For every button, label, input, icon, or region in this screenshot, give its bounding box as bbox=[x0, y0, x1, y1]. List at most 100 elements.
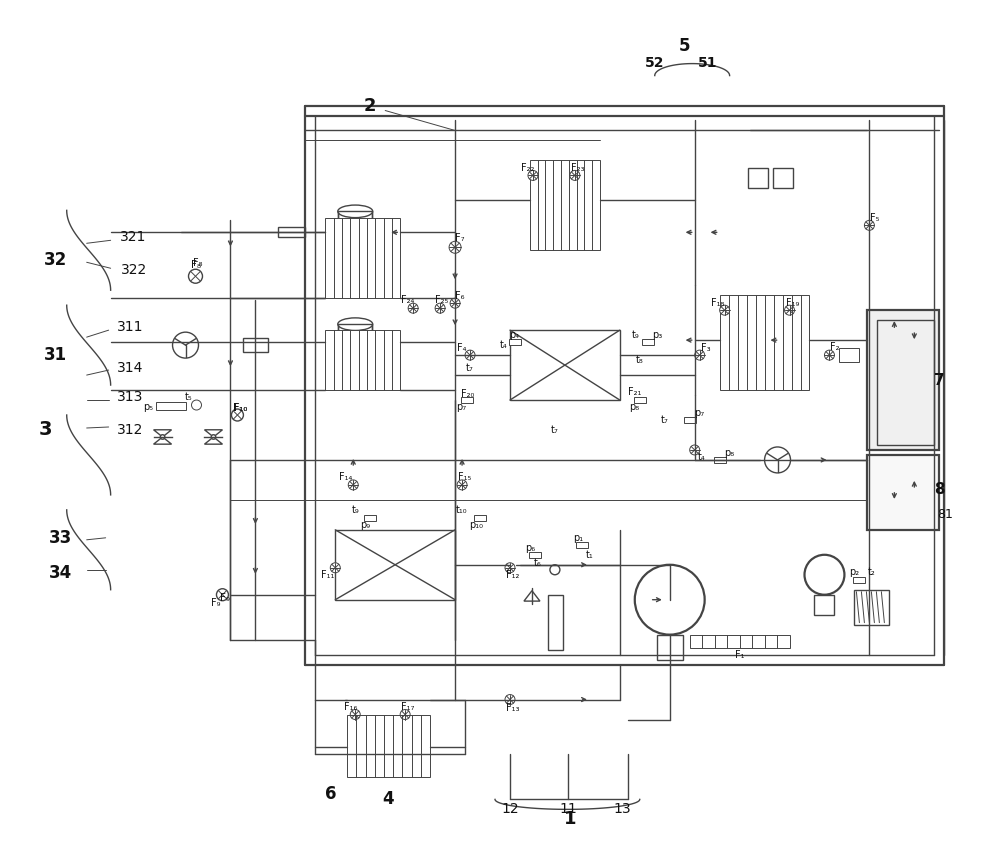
Text: F₄: F₄ bbox=[457, 344, 467, 353]
Text: 52: 52 bbox=[645, 56, 664, 69]
Text: 313: 313 bbox=[117, 390, 144, 404]
Text: F₁₄: F₁₄ bbox=[339, 472, 352, 482]
Text: 7: 7 bbox=[934, 372, 945, 387]
Circle shape bbox=[192, 400, 201, 410]
Circle shape bbox=[804, 555, 844, 595]
Text: 314: 314 bbox=[117, 361, 144, 375]
Text: t₁₀: t₁₀ bbox=[456, 505, 468, 515]
Text: p₅: p₅ bbox=[144, 402, 154, 412]
Text: F₂₂: F₂₂ bbox=[521, 164, 535, 173]
Text: F₁₇: F₁₇ bbox=[401, 701, 415, 711]
Text: F₉: F₉ bbox=[211, 598, 220, 608]
Circle shape bbox=[435, 303, 445, 313]
Polygon shape bbox=[524, 591, 540, 601]
Text: 33: 33 bbox=[49, 529, 72, 547]
Polygon shape bbox=[154, 430, 172, 437]
Text: F₁: F₁ bbox=[735, 650, 744, 660]
Bar bbox=[748, 169, 768, 188]
Circle shape bbox=[449, 241, 461, 253]
Bar bbox=[338, 211, 372, 253]
Text: 12: 12 bbox=[501, 803, 519, 816]
Bar bbox=[335, 530, 455, 600]
Text: 8: 8 bbox=[934, 483, 945, 497]
Circle shape bbox=[408, 303, 418, 313]
Text: 81: 81 bbox=[937, 508, 953, 522]
Circle shape bbox=[350, 710, 360, 719]
Text: 11: 11 bbox=[559, 803, 577, 816]
Text: F₂₅: F₂₅ bbox=[435, 295, 449, 306]
Bar bbox=[684, 417, 696, 423]
Circle shape bbox=[211, 435, 216, 439]
Ellipse shape bbox=[338, 205, 373, 218]
Text: 32: 32 bbox=[44, 252, 67, 269]
Text: p₁: p₁ bbox=[573, 533, 583, 543]
Bar bbox=[529, 552, 541, 558]
Text: 6: 6 bbox=[325, 786, 336, 803]
Circle shape bbox=[528, 170, 538, 181]
Circle shape bbox=[505, 563, 515, 573]
Bar bbox=[839, 348, 859, 362]
Circle shape bbox=[570, 170, 580, 181]
Text: F₂₃: F₂₃ bbox=[571, 164, 585, 173]
Bar bbox=[474, 515, 486, 521]
Bar bbox=[509, 339, 521, 345]
Text: t₉: t₉ bbox=[351, 505, 359, 515]
Circle shape bbox=[864, 220, 874, 230]
Text: p₆: p₆ bbox=[525, 543, 535, 553]
Text: F₈: F₈ bbox=[193, 258, 202, 268]
Bar bbox=[338, 211, 372, 253]
Text: p₇: p₇ bbox=[695, 408, 705, 418]
Bar bbox=[325, 330, 400, 390]
Text: F₁₀: F₁₀ bbox=[234, 403, 247, 413]
Bar bbox=[853, 576, 865, 582]
Ellipse shape bbox=[338, 360, 373, 372]
Bar bbox=[720, 295, 809, 390]
Bar bbox=[530, 160, 600, 251]
Bar bbox=[338, 324, 372, 366]
Text: F₁₃: F₁₃ bbox=[506, 702, 520, 712]
Circle shape bbox=[400, 710, 410, 719]
Text: F₉: F₉ bbox=[220, 592, 230, 603]
Circle shape bbox=[765, 447, 791, 473]
Circle shape bbox=[695, 350, 705, 360]
Text: 4: 4 bbox=[382, 790, 394, 809]
Circle shape bbox=[505, 695, 515, 705]
Text: p₈: p₈ bbox=[725, 448, 735, 458]
Text: 321: 321 bbox=[120, 230, 147, 244]
Text: F₇: F₇ bbox=[455, 233, 465, 243]
Text: 34: 34 bbox=[49, 564, 72, 582]
Text: F₂₁: F₂₁ bbox=[628, 387, 641, 397]
Text: F₈: F₈ bbox=[191, 260, 201, 270]
Text: F₁₅: F₁₅ bbox=[458, 472, 472, 482]
Bar bbox=[364, 515, 376, 521]
Text: t₅: t₅ bbox=[185, 392, 192, 402]
Circle shape bbox=[550, 565, 560, 575]
Bar bbox=[461, 397, 473, 403]
Text: F₁₈: F₁₈ bbox=[711, 298, 724, 308]
Circle shape bbox=[231, 409, 243, 421]
Bar bbox=[548, 595, 563, 650]
Circle shape bbox=[457, 480, 467, 490]
Bar bbox=[867, 311, 939, 450]
Text: F₁₉: F₁₉ bbox=[786, 298, 799, 308]
Text: F₁₁: F₁₁ bbox=[321, 570, 334, 580]
Bar bbox=[347, 715, 430, 777]
Text: t₇: t₇ bbox=[551, 425, 559, 435]
Circle shape bbox=[690, 445, 700, 455]
Text: 3: 3 bbox=[39, 420, 52, 440]
Text: p₃: p₃ bbox=[653, 330, 663, 340]
Circle shape bbox=[824, 350, 834, 360]
Bar bbox=[642, 339, 654, 345]
Text: 322: 322 bbox=[120, 263, 147, 277]
Ellipse shape bbox=[338, 247, 373, 260]
Bar bbox=[634, 397, 646, 403]
Text: F₂₀: F₂₀ bbox=[461, 389, 475, 399]
Polygon shape bbox=[204, 437, 222, 444]
Bar bbox=[243, 338, 268, 352]
Text: p₈: p₈ bbox=[629, 402, 639, 412]
Text: 51: 51 bbox=[698, 56, 717, 69]
Text: 311: 311 bbox=[117, 320, 144, 334]
Bar bbox=[576, 542, 588, 548]
Polygon shape bbox=[154, 437, 172, 444]
Circle shape bbox=[450, 298, 460, 308]
